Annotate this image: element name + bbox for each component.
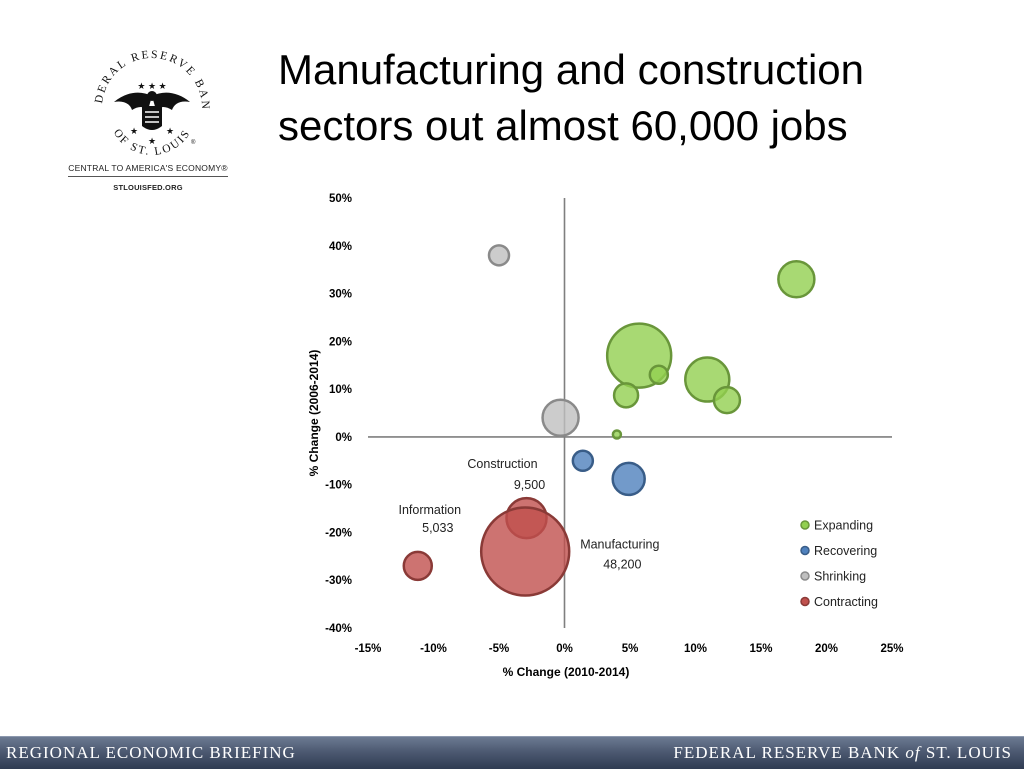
footer-right-post: ST. LOUIS [920,743,1012,762]
y-tick-label: -30% [325,575,352,587]
footer-left-text: REGIONAL ECONOMIC BRIEFING [6,743,296,762]
bubble-contracting [402,550,434,582]
website-text: STLOUISFED.ORG [113,183,183,192]
y-tick-label: 40% [329,241,352,253]
footer-right-text: FEDERAL RESERVE BANK of ST. LOUIS [673,743,1012,763]
registered-mark: ® [191,139,196,146]
y-tick-label: 20% [329,336,352,348]
legend-label-contracting: Contracting [814,595,878,609]
bubble-recovering [571,449,595,473]
legend-marker-contracting [800,596,810,607]
title-line-2: sectors out almost 60,000 jobs [278,102,848,149]
x-tick-label: -15% [355,643,382,655]
data-label-construction: Construction [467,457,537,471]
data-value-manufacturing: 48,200 [603,558,641,572]
x-tick-label: -10% [420,643,447,655]
title-line-1: Manufacturing and construction [278,46,865,93]
x-tick-label: 10% [684,643,707,655]
data-value-construction: 9,500 [514,478,545,492]
footer-bar: REGIONAL ECONOMIC BRIEFING FEDERAL RESER… [0,736,1024,769]
bubble-shrinking [541,398,580,438]
bubble-expanding [611,429,623,440]
slide-title: Manufacturing and construction sectors o… [278,42,978,154]
legend-label-shrinking: Shrinking [814,570,866,584]
y-tick-label: 10% [329,384,352,396]
y-tick-label: -10% [325,480,352,492]
y-tick-label: 0% [335,432,352,444]
x-tick-label: 15% [749,643,772,655]
tagline-text: CENTRAL TO AMERICA'S ECONOMY® [68,163,228,177]
legend-label-recovering: Recovering [814,544,877,558]
x-axis-title: % Change (2010-2014) [503,665,630,679]
data-label-manufacturing: Manufacturing [580,538,659,552]
bubble-shrinking [487,244,511,267]
x-tick-label: 20% [815,643,838,655]
footer-right-of: of [905,743,921,762]
svg-text:★: ★ [166,126,174,136]
x-tick-label: 5% [622,643,639,655]
fed-logo: FEDERAL RESERVE BANK OF ST. LOUIS ★ ★ ★ … [60,28,209,158]
legend-marker-expanding [800,520,810,530]
bubble-expanding [777,259,816,299]
svg-text:★: ★ [130,126,138,136]
x-tick-label: 0% [556,643,573,655]
data-label-information: Information [399,503,462,517]
y-tick-label: -40% [325,623,352,635]
bubble-chart: 50% 40% 30% 20% 10% 0% -10% -20% -30% -40%-15% -10… [307,193,904,679]
bubble-expanding [712,385,742,415]
x-tick-label: -5% [489,643,509,655]
bubble-contracting [479,506,571,597]
bubble-expanding [648,364,670,386]
bubble-recovering [611,461,646,497]
legend-marker-shrinking [800,571,810,581]
y-tick-label: 30% [329,289,352,301]
footer-right-pre: FEDERAL RESERVE BANK [673,743,906,762]
y-tick-label: 50% [329,193,352,205]
y-axis-title: % Change (2006-2014) [307,350,321,477]
data-value-information: 5,033 [422,521,453,535]
y-tick-label: -20% [325,527,352,539]
legend-label-expanding: Expanding [814,519,873,533]
eagle-seal-icon: ★ ★ ★ ★ ★ ★ [114,81,190,146]
x-tick-label: 25% [880,643,903,655]
svg-text:★ ★ ★: ★ ★ ★ [137,81,166,91]
svg-text:★: ★ [148,136,156,146]
legend-marker-recovering [800,545,810,556]
logo-tagline: CENTRAL TO AMERICA'S ECONOMY® STLOUISFED… [68,163,228,192]
bubble-expanding [612,382,640,409]
